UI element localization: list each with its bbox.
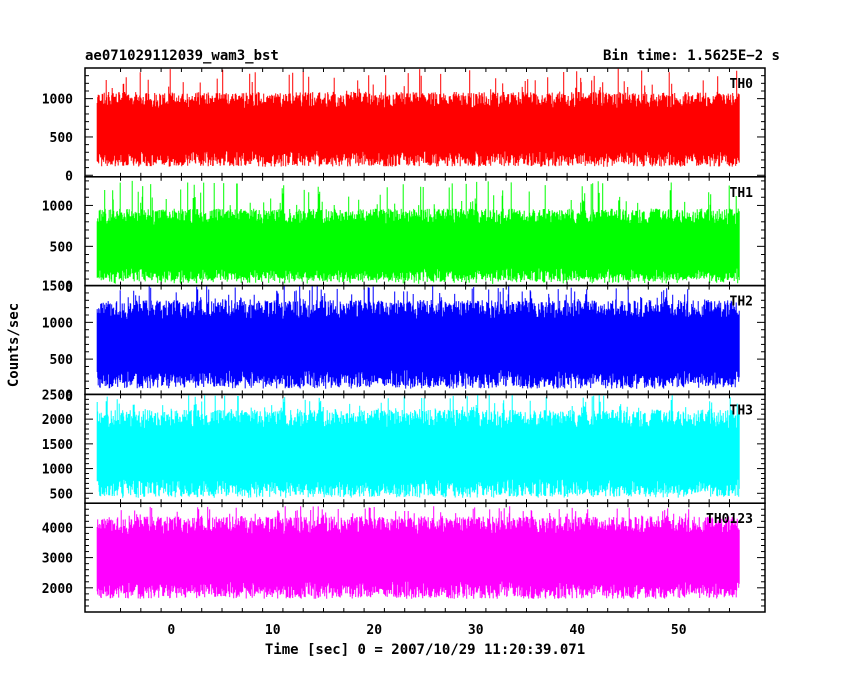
chart-title-right: Bin time: 1.5625E−2 s <box>603 48 780 64</box>
y-axis-label: Counts/sec <box>6 303 22 387</box>
y-tick-label: 4000 <box>42 521 73 536</box>
y-tick-label: 2000 <box>42 582 73 597</box>
x-tick-labels: 0 10 20 30 40 50 <box>167 623 686 638</box>
y-tick-label: 500 <box>50 487 74 502</box>
panel-label: TH0 <box>730 77 754 92</box>
y-tick-label: 500 <box>50 240 74 255</box>
panel-label: TH0123 <box>706 512 753 527</box>
x-tick-label: 30 <box>468 623 484 638</box>
panel-th2: 0 500 1000 1500 TH2 <box>42 280 766 405</box>
y-tick-label: 0 <box>65 281 73 296</box>
x-axis-label: Time [sec] 0 = 2007/10/29 11:20:39.071 <box>265 642 585 658</box>
y-tick-label: 2500 <box>42 388 73 403</box>
series-th3 <box>96 394 740 498</box>
panels-group: 0 500 1000 TH0 0 500 1000 TH1 0 500 1000 1500 TH2 500… <box>42 67 766 613</box>
x-tick-label: 0 <box>167 623 175 638</box>
y-tick-label: 1000 <box>42 93 73 108</box>
panel-label: TH1 <box>730 186 754 201</box>
x-tick-label: 50 <box>671 623 687 638</box>
x-tick-label: 10 <box>265 623 281 638</box>
panel-th0123: 2000 3000 4000 TH0123 <box>42 502 766 613</box>
y-tick-label: 1500 <box>42 280 73 295</box>
panel-label: TH3 <box>730 403 753 418</box>
panel-th0: 0 500 1000 TH0 <box>42 67 766 184</box>
y-tick-label: 1000 <box>42 199 73 214</box>
series-th2 <box>96 285 740 389</box>
x-tick-label: 40 <box>569 623 585 638</box>
y-tick-label: 1000 <box>42 316 73 331</box>
series-th1 <box>96 180 740 284</box>
y-tick-label: 3000 <box>42 552 73 567</box>
series-th0 <box>96 68 740 167</box>
y-tick-label: 2000 <box>42 413 73 428</box>
chart-title-left: ae071029112039_wam3_bst <box>85 48 279 64</box>
panel-label: TH2 <box>730 295 753 310</box>
y-tick-label: 1500 <box>42 438 73 453</box>
y-tick-label: 0 <box>65 169 73 184</box>
y-tick-label: 0 <box>65 390 73 405</box>
panel-th1: 0 500 1000 TH1 <box>42 176 766 296</box>
x-tick-label: 20 <box>366 623 382 638</box>
y-tick-label: 1000 <box>42 463 73 478</box>
y-tick-label: 500 <box>50 353 74 368</box>
series-th0123 <box>96 506 740 599</box>
panel-th3: 500 1000 1500 2000 2500 TH3 <box>42 388 766 504</box>
y-tick-label: 500 <box>50 131 74 146</box>
